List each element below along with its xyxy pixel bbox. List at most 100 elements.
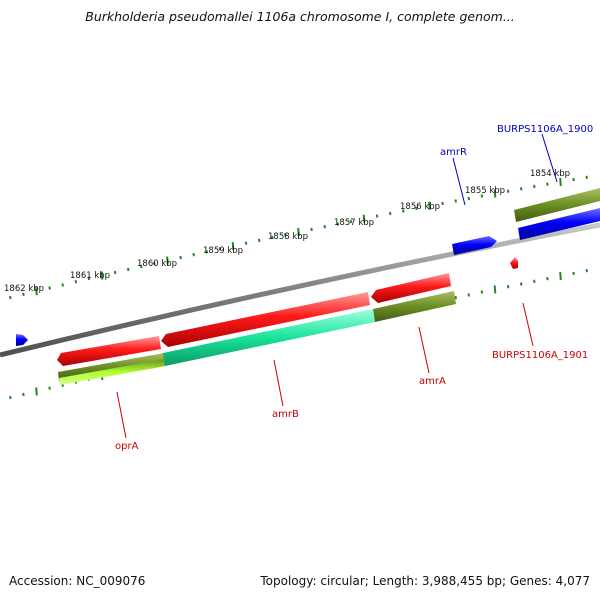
- scale-tick-outer: [244, 241, 248, 245]
- scale-tick-outer: [35, 287, 38, 296]
- scale-tick-outer: [192, 253, 195, 257]
- scale-tick-inner: [35, 387, 38, 396]
- scale-tick-outer: [271, 235, 274, 240]
- topology-label: Topology: circular; Length: 3,988,455 bp…: [260, 574, 590, 588]
- scale-tick-inner: [572, 271, 575, 276]
- leader-oprA: [116, 391, 127, 439]
- leader-amrB: [273, 359, 284, 407]
- tick-label-1858: 1858 kbp: [268, 232, 308, 242]
- scale-tick-inner: [9, 395, 12, 400]
- scale-tick-inner: [467, 293, 471, 297]
- scale-tick-outer: [493, 189, 497, 198]
- scale-tick-outer: [48, 286, 51, 290]
- scale-tick-outer: [61, 283, 64, 287]
- label-amrB[interactable]: amrB: [272, 409, 299, 420]
- scale-tick-outer: [375, 214, 379, 218]
- scale-tick-inner: [559, 271, 562, 281]
- leader-burps1106a-1900: [541, 133, 558, 183]
- scale-tick-outer: [140, 264, 143, 269]
- scale-tick-outer: [388, 211, 392, 216]
- scale-tick-outer: [179, 255, 182, 260]
- accession-label: Accession: NC_009076: [9, 574, 146, 588]
- scale-tick-outer: [402, 209, 405, 213]
- scale-tick-outer: [336, 222, 340, 226]
- gene-amrB[interactable]: [161, 292, 370, 347]
- tick-label-1854: 1854 kbp: [530, 169, 570, 179]
- scale-tick-inner: [454, 295, 457, 300]
- gene-amrR[interactable]: [452, 236, 497, 255]
- scale-tick-inner: [533, 279, 536, 283]
- scale-tick-outer: [297, 228, 300, 237]
- scale-tick-outer: [362, 214, 366, 223]
- scale-tick-outer: [506, 189, 510, 193]
- scale-tick-outer: [100, 271, 104, 280]
- map-title: Burkholderia pseudomallei 1106a chromoso…: [85, 9, 515, 24]
- scale-tick-inner: [585, 269, 588, 273]
- scale-tick-outer: [428, 201, 431, 210]
- scale-tick-outer: [310, 227, 313, 232]
- label-amrA[interactable]: amrA: [419, 376, 446, 387]
- scale-tick-outer: [153, 261, 156, 266]
- scale-tick-outer: [572, 177, 575, 182]
- gene-labels: BURPS1106A_1900 amrR BURPS1106A_1901 amr…: [115, 124, 593, 452]
- scale-tick-outer: [454, 199, 457, 203]
- gene-amrA[interactable]: [371, 273, 451, 303]
- scale-tick-outer: [441, 201, 444, 206]
- scale-tick-inner: [48, 386, 51, 390]
- scale-labels: 1854 kbp 1855 kbp 1856 kbp 1857 kbp 1858…: [4, 169, 570, 294]
- gene-oprA[interactable]: [57, 336, 161, 366]
- scale-tick-outer: [284, 233, 287, 237]
- chromosome-backbone: [0, 222, 600, 358]
- label-amrR[interactable]: amrR: [440, 147, 467, 158]
- scale-tick-outer: [349, 219, 353, 224]
- tick-label-1859: 1859 kbp: [203, 246, 243, 256]
- scale-tick-outer: [87, 276, 91, 281]
- label-burps1106a-1901[interactable]: BURPS1106A_1901: [492, 350, 588, 361]
- leader-amrR: [452, 157, 466, 206]
- scale-tick-outer: [205, 250, 209, 254]
- tick-label-1860: 1860 kbp: [137, 259, 177, 269]
- scale-tick-outer: [323, 225, 326, 229]
- label-oprA[interactable]: oprA: [115, 441, 139, 452]
- scale-tick-outer: [231, 242, 235, 251]
- scale-tick-outer: [546, 182, 549, 186]
- scale-tick-outer: [218, 247, 222, 251]
- scale-tick-outer: [585, 175, 588, 179]
- scale-tick-outer: [533, 184, 536, 189]
- gene-reverse-marker-left[interactable]: [16, 334, 28, 346]
- scale-tick-outer: [467, 196, 471, 201]
- scale-tick-outer: [22, 292, 25, 296]
- scale-tick-inner: [480, 290, 484, 294]
- label-burps1106a-1900[interactable]: BURPS1106A_1900: [497, 124, 593, 135]
- scale-tick-inner: [22, 392, 25, 397]
- scale-tick-outer: [415, 206, 418, 211]
- tick-label-1856: 1856 kbp: [400, 202, 440, 212]
- gene-burps1106a-1901[interactable]: [510, 257, 518, 269]
- label-leaders: [116, 133, 558, 439]
- scale-tick-outer: [559, 177, 562, 186]
- scale-tick-outer: [257, 238, 261, 243]
- tick-label-1857: 1857 kbp: [334, 218, 374, 228]
- scale-tick-outer: [166, 256, 169, 265]
- gene-burps1106a-1900[interactable]: [518, 208, 600, 240]
- scale-tick-outer: [113, 270, 117, 275]
- scale-tick-inner: [519, 282, 523, 286]
- scale-tick-outer: [126, 267, 130, 272]
- leader-amrA: [418, 326, 430, 374]
- scale-tick-inner: [546, 277, 549, 281]
- reverse-strand-features: [16, 188, 600, 346]
- tick-label-1861: 1861 kbp: [70, 271, 110, 281]
- cds-amrA[interactable]: [373, 291, 456, 322]
- scale-tick-outer: [9, 295, 12, 300]
- cds-oprA-lime[interactable]: [59, 359, 166, 385]
- scale-tick-outer: [74, 280, 78, 284]
- scale-tick-outer: [480, 194, 484, 198]
- leader-burps1106a-1901: [522, 302, 534, 347]
- scale-tick-inner: [493, 285, 497, 294]
- scale-tick-outer: [519, 187, 523, 191]
- cds-burps1106a-1900[interactable]: [514, 188, 600, 222]
- forward-strand-features: [57, 257, 518, 385]
- cds-amrB[interactable]: [163, 309, 375, 366]
